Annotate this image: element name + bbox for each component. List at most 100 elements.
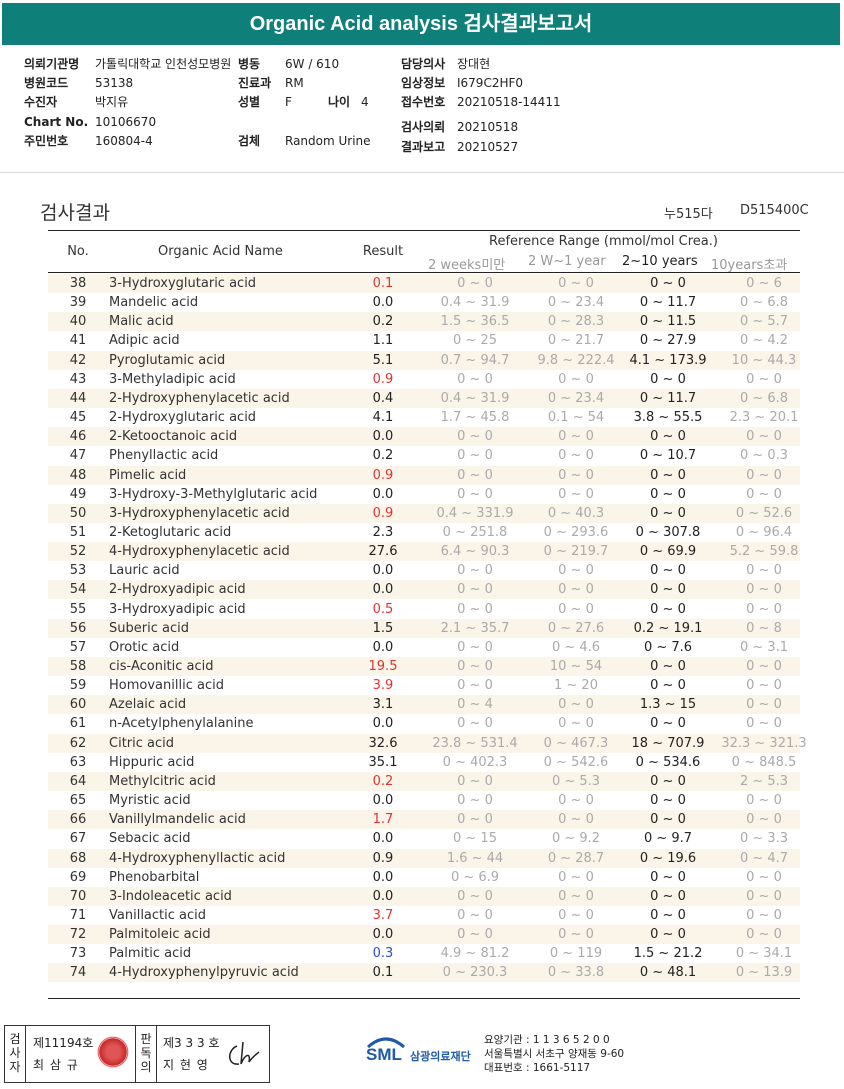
row-name: Citric acid bbox=[109, 735, 174, 751]
row-no: 63 bbox=[69, 754, 87, 770]
row-range-1: 0 ~ 0 bbox=[457, 927, 493, 943]
header-age-2: 2 W~1 year bbox=[528, 254, 606, 269]
info-col2-0-value: 6W / 610 bbox=[285, 57, 340, 71]
row-range-2: 0 ~ 27.6 bbox=[547, 620, 605, 636]
row-range-2: 0 ~ 219.7 bbox=[543, 544, 609, 560]
row-range-2: 0 ~ 0 bbox=[558, 927, 594, 943]
row-range-2: 0 ~ 0 bbox=[558, 869, 594, 885]
row-range-4: 0 ~ 0 bbox=[746, 601, 782, 617]
row-result: 1.7 bbox=[372, 812, 394, 828]
seal-stamp-icon bbox=[97, 1036, 129, 1068]
row-name: 2-Hydroxyadipic acid bbox=[109, 582, 246, 598]
row-range-2: 0 ~ 542.6 bbox=[543, 754, 609, 770]
header-reference: Reference Range (mmol/mol Crea.) bbox=[489, 234, 718, 249]
row-name: 2-Hydroxyglutaric acid bbox=[109, 410, 257, 426]
table-row: 51 2-Ketoglutaric acid 2.3 0 ~ 251.8 0 ~ 293… bbox=[48, 523, 800, 542]
row-range-2: 0 ~ 0 bbox=[558, 697, 594, 713]
row-range-4: 0 ~ 0 bbox=[746, 582, 782, 598]
table-row: 42 Pyroglutamic acid 5.1 0.7 ~ 94.7 9.8 ~ 22… bbox=[48, 350, 800, 370]
report-title: Organic Acid analysis 검사결과보고서 bbox=[2, 3, 840, 45]
reviewer-vertical-label: 판독의 bbox=[140, 1032, 152, 1074]
row-name: Myristic acid bbox=[109, 793, 191, 809]
row-range-1: 1.6 ~ 44 bbox=[446, 850, 504, 866]
table-row: 66 Vanillylmandelic acid 1.7 0 ~ 0 0 ~ 0 0 ~ … bbox=[48, 810, 800, 830]
table-row: 50 3-Hydroxyphenylacetic acid 0.9 0.4 ~ 331… bbox=[48, 503, 800, 523]
row-range-2: 0 ~ 21.7 bbox=[547, 333, 605, 349]
table-row: 53 Lauric acid 0.0 0 ~ 0 0 ~ 0 0 ~ 0 0 ~ 0 bbox=[48, 561, 800, 580]
row-name: 2-Ketooctanoic acid bbox=[109, 429, 238, 445]
row-result: 32.6 bbox=[368, 735, 398, 751]
header-age-1: 2 weeks미만 bbox=[428, 258, 506, 273]
row-name: Vanillactic acid bbox=[109, 907, 207, 923]
row-range-4: 0 ~ 0 bbox=[746, 812, 782, 828]
row-name: Azelaic acid bbox=[109, 697, 187, 713]
row-no: 57 bbox=[69, 639, 87, 655]
row-result: 0.9 bbox=[372, 371, 394, 387]
row-result: 0.0 bbox=[372, 888, 394, 904]
row-name: n-Acetylphenylalanine bbox=[109, 716, 254, 732]
sml-arc-icon bbox=[367, 1037, 405, 1049]
table-row: 71 Vanillactic acid 3.7 0 ~ 0 0 ~ 0 0 ~ 0 0 ~ … bbox=[48, 906, 800, 925]
row-range-2: 0 ~ 33.8 bbox=[547, 965, 605, 981]
table-row: 72 Palmitoleic acid 0.0 0 ~ 0 0 ~ 0 0 ~ 0 0 ~ … bbox=[48, 925, 800, 945]
row-range-2: 0 ~ 293.6 bbox=[543, 524, 609, 540]
row-no: 65 bbox=[69, 793, 87, 809]
row-range-2: 1 ~ 20 bbox=[554, 678, 598, 694]
row-range-1: 0 ~ 0 bbox=[457, 907, 493, 923]
row-result: 0.0 bbox=[372, 486, 394, 502]
header-age-3: 2~10 years bbox=[622, 254, 698, 269]
row-result: 35.1 bbox=[368, 754, 398, 770]
row-range-2: 10 ~ 54 bbox=[549, 659, 603, 674]
info-col2-1-value: RM bbox=[285, 76, 304, 91]
row-range-4: 0 ~ 0 bbox=[746, 716, 782, 732]
table-row: 68 4-Hydroxyphenyllactic acid 0.9 1.6 ~ 44 0… bbox=[48, 848, 800, 868]
row-no: 38 bbox=[69, 276, 87, 291]
table-row: 49 3-Hydroxy-3-Methylglutaric acid 0.0 0 ~ … bbox=[48, 485, 800, 504]
row-name: Homovanillic acid bbox=[109, 678, 224, 694]
inspector-name: 최 삼 규 bbox=[33, 1058, 79, 1072]
row-range-4: 0 ~ 6.8 bbox=[739, 390, 789, 406]
row-name: 4-Hydroxyphenylpyruvic acid bbox=[109, 965, 299, 981]
row-name: 3-Hydroxy-3-Methylglutaric acid bbox=[109, 486, 318, 502]
info-col1-0: 의뢰기관명 가톨릭대학교 인천성모병원 bbox=[24, 55, 231, 74]
info-col1-3-value: 10106670 bbox=[95, 114, 157, 129]
info-col1-2-value: 박지유 bbox=[95, 95, 129, 110]
row-no: 72 bbox=[69, 927, 87, 943]
table-row: 62 Citric acid 32.6 23.8 ~ 531.4 0 ~ 467.3 18… bbox=[48, 733, 807, 753]
row-range-3: 0 ~ 0 bbox=[650, 429, 686, 445]
org-name: 삼광의료재단 bbox=[410, 1050, 471, 1063]
row-range-1: 1.5 ~ 36.5 bbox=[440, 314, 510, 330]
row-range-3: 0 ~ 0 bbox=[650, 486, 686, 502]
row-result: 0.9 bbox=[372, 505, 394, 521]
row-range-1: 0 ~ 0 bbox=[457, 639, 493, 655]
reviewer-name: 지 현 영 bbox=[163, 1058, 209, 1072]
row-no: 66 bbox=[69, 812, 87, 828]
info-col1-1-label: 병원코드 bbox=[24, 76, 69, 91]
row-no: 45 bbox=[69, 410, 87, 426]
row-range-4: 0 ~ 3.3 bbox=[739, 831, 789, 847]
row-range-2: 0 ~ 23.4 bbox=[547, 390, 605, 406]
row-range-4: 2 ~ 5.3 bbox=[739, 773, 789, 789]
row-range-3: 0 ~ 534.6 bbox=[635, 754, 701, 770]
row-range-3: 0 ~ 307.8 bbox=[635, 524, 701, 540]
row-range-4: 0 ~ 0 bbox=[746, 371, 782, 387]
info-col2-3: 검체 Random Urine bbox=[238, 132, 371, 151]
row-range-1: 0 ~ 0 bbox=[457, 448, 493, 464]
table-row: 58 cis-Aconitic acid 19.5 0 ~ 0 10 ~ 54 0 ~ 0… bbox=[48, 657, 800, 676]
row-range-3: 0 ~ 0 bbox=[650, 907, 686, 923]
row-name: 2-Ketoglutaric acid bbox=[109, 524, 232, 540]
row-result: 0.0 bbox=[372, 295, 394, 311]
row-range-4: 0 ~ 6 bbox=[746, 276, 782, 291]
row-range-3: 0 ~ 11.7 bbox=[639, 390, 697, 406]
row-name: 3-Hydroxyphenylacetic acid bbox=[109, 505, 290, 521]
row-range-2: 0 ~ 0 bbox=[558, 716, 594, 732]
table-row: 41 Adipic acid 1.1 0 ~ 25 0 ~ 21.7 0 ~ 27.9 0 … bbox=[48, 331, 800, 350]
table-top-line bbox=[48, 230, 800, 231]
table-row: 38 3-Hydroxyglutaric acid 0.1 0 ~ 0 0 ~ 0 0 ~… bbox=[48, 274, 800, 293]
row-range-1: 0.4 ~ 331.9 bbox=[436, 505, 514, 521]
row-no: 64 bbox=[69, 773, 87, 789]
row-range-3: 0 ~ 7.6 bbox=[643, 639, 693, 655]
info-col2-1: 진료과 RM bbox=[238, 74, 304, 93]
table-row: 43 3-Methyladipic acid 0.9 0 ~ 0 0 ~ 0 0 ~ 0 0… bbox=[48, 370, 800, 389]
row-name: Vanillylmandelic acid bbox=[109, 812, 246, 828]
